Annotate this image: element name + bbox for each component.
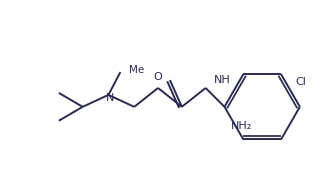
Text: O: O [153, 72, 162, 82]
Text: Cl: Cl [295, 77, 306, 87]
Text: Me: Me [129, 65, 144, 75]
Text: NH: NH [214, 75, 230, 85]
Text: N: N [106, 93, 115, 103]
Text: NH₂: NH₂ [231, 121, 252, 131]
